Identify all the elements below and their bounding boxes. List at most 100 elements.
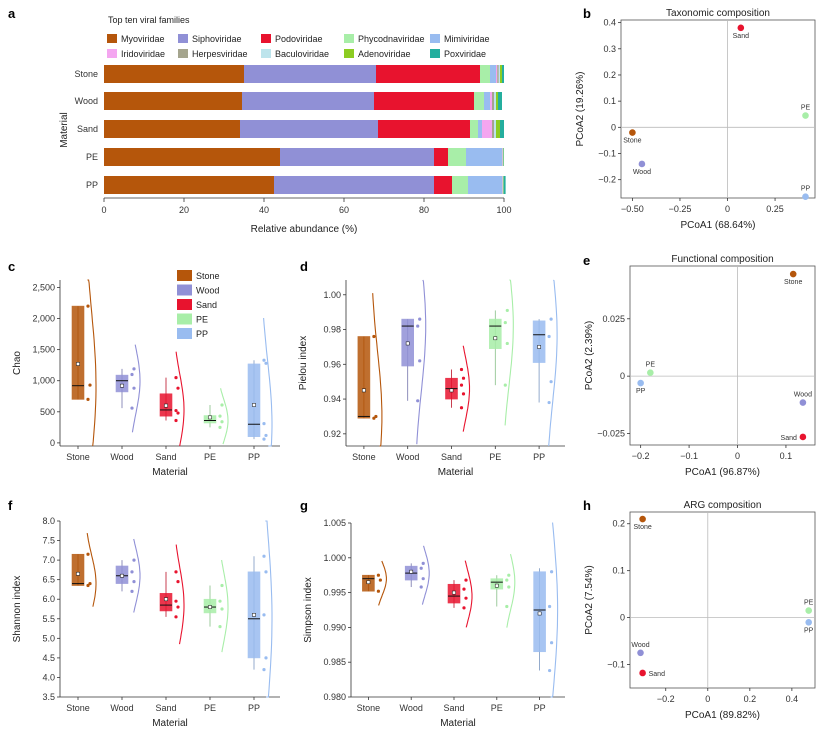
violin-outline [464,560,473,628]
y-tick-label: 1.000 [323,553,346,563]
bar-segment [240,120,378,138]
bar-segment [104,92,242,110]
data-point [130,570,134,574]
data-point [548,604,552,609]
y-axis-label: PCoA2 (7.54%) [584,565,595,634]
data-point [218,414,222,418]
y-axis-label: Simpson index [303,577,314,643]
legend-label: Herpesviridae [192,49,248,59]
y-tick-label: −0.025 [597,429,625,439]
plot-frame [629,265,816,446]
bar-segment [480,65,490,83]
data-point [638,160,646,168]
y-tick-label: 7.5 [42,536,55,546]
y-tick-label: 1,000 [32,376,55,386]
box-iqr [203,415,217,424]
data-point [505,578,509,582]
legend-label: Iridoviridae [121,49,165,59]
point-label: PP [804,627,814,634]
y-tick-label: 6.0 [42,594,55,604]
y-tick-label: 2,500 [32,282,55,292]
bar-segment [280,148,434,166]
x-tick-label: Sand [443,703,464,713]
plot-frame [629,511,816,689]
box-iqr [71,305,85,400]
x-tick-label: −0.1 [680,451,698,461]
data-point [174,408,178,413]
data-point [374,414,378,419]
data-point [505,341,509,346]
x-tick-label: 0.1 [780,451,793,461]
legend-swatch [261,49,271,58]
x-tick-label: PE [491,703,503,713]
violin-outline [221,559,229,653]
mean-marker [405,341,410,346]
y-tick-label: 0.98 [323,325,341,335]
x-tick-label: 80 [419,205,429,215]
data-point [639,515,646,523]
point-label: Stone [784,279,802,286]
data-point [376,589,380,593]
y-tick-label: 0.96 [323,359,341,369]
mean-marker [120,573,124,578]
chart-title: Taxonomic composition [666,8,770,19]
data-point [262,554,266,558]
violin-outline [378,560,387,606]
legend-label: Poxviridae [444,49,486,59]
data-point [503,383,507,387]
point-label: Sand [781,435,797,442]
bar-segment [274,176,434,194]
violin-outline [504,279,514,426]
x-tick-label: 20 [179,205,189,215]
y-tick-label: Sand [77,124,98,134]
data-point [461,392,466,396]
y-tick-label: 5.0 [42,633,55,643]
legend-swatch [344,34,354,43]
y-tick-label: 1,500 [32,345,55,355]
data-point [737,24,745,32]
violin-outline [416,279,427,445]
violin-outline [372,293,383,447]
y-axis-label: PCoA2 (2.39%) [584,321,595,390]
y-axis-label: Pielou index [298,336,309,390]
mean-marker [537,345,541,349]
y-tick-label: 0.4 [603,18,616,28]
box-iqr [247,363,261,437]
legend-label: Myoviridae [121,34,165,44]
legend-swatch [430,34,440,43]
data-point [132,367,136,371]
x-tick-label: 0 [735,451,740,461]
x-tick-label: PE [489,452,501,462]
bar-segment [468,176,502,194]
data-point [503,320,507,325]
y-tick-label: 0.995 [323,588,346,598]
y-tick-label: −0.1 [598,149,616,159]
point-label: Wood [631,642,649,649]
data-point [507,573,511,577]
y-tick-label: 5.5 [42,614,55,624]
data-point [421,577,425,581]
data-point [174,418,178,423]
y-tick-label: PP [86,180,98,190]
data-point [130,589,134,594]
data-point [130,406,134,410]
x-axis-label: Material [438,467,474,478]
data-point [459,367,464,372]
y-tick-label: 1.005 [323,518,346,528]
x-tick-label: Wood [396,452,419,462]
data-point [416,399,420,403]
legend-label: Podoviridae [275,34,323,44]
legend-swatch [430,49,440,58]
bar-segment [492,120,494,138]
y-tick-label: Stone [74,69,98,79]
data-point [805,607,812,614]
data-point [799,433,807,441]
bar-segment [104,176,274,194]
x-tick-label: Sand [155,452,176,462]
legend-label: Phycodnaviridae [358,34,425,44]
point-label: PP [801,186,811,193]
data-point [130,372,134,377]
bar-segment [492,92,494,110]
data-point [376,573,380,577]
data-point [220,420,224,424]
